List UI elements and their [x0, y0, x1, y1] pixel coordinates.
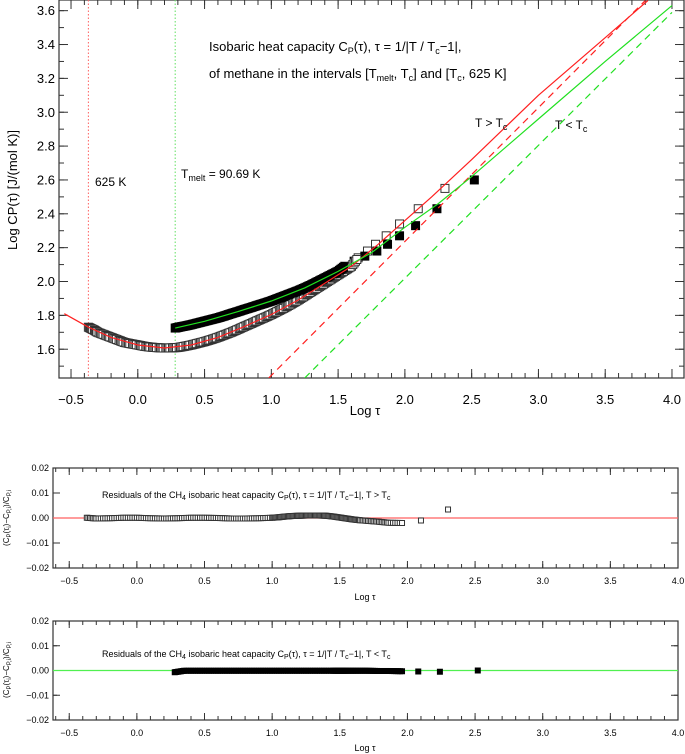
residual-point [415, 668, 422, 675]
x-tick-label: 2.0 [401, 728, 414, 738]
x-tick-label: 2.0 [401, 576, 414, 586]
main-chart: −0.5 0.0 0.5 1.0 1.5 2.0 2.5 3.0 3.5 4.0 1.6 1.8 2.0… [37, 0, 685, 407]
residuals-above-chart: −0.5 0.0 0.5 1.0 1.5 2.0 2.5 3.0 3.5 4.0 −0.02 −0.0… [26, 463, 684, 586]
y-tick-label: 0.01 [31, 641, 49, 651]
residual-below-y-axis-label: (CP(τi)−CP,i)/CP,i [2, 642, 13, 698]
y-tick-label: 0.01 [31, 488, 49, 498]
x-tick-label: −0.5 [58, 392, 84, 407]
y-tick-label: 0.00 [31, 513, 49, 523]
y-tick-label: 3.0 [37, 105, 55, 120]
x-tick-label: −0.5 [60, 728, 78, 738]
data-point-above-tc [381, 231, 391, 241]
x-tick-label: 0.5 [198, 728, 211, 738]
label-625k: 625 K [95, 175, 126, 189]
y-tick-label: 2.4 [37, 206, 55, 221]
x-tick-label: 4.0 [672, 576, 685, 586]
data-point-below-tc [383, 239, 393, 249]
x-tick-label: 0.5 [198, 576, 211, 586]
y-tick-label: 2.2 [37, 240, 55, 255]
data-point-below-tc [411, 221, 421, 231]
data-point-above-tc [395, 219, 405, 229]
fit-curve-above-tc [64, 0, 649, 349]
residual-point [399, 668, 406, 675]
x-tick-label: 0.0 [131, 576, 144, 586]
x-tick-label: 1.0 [266, 576, 279, 586]
x-tick-label: 1.0 [262, 392, 280, 407]
label-below-tc: T < Tc [555, 118, 588, 134]
x-tick-label: 0.0 [131, 728, 144, 738]
x-tick-label: 3.5 [604, 728, 617, 738]
y-tick-label: 0.02 [31, 616, 49, 626]
x-tick-label: 3.0 [536, 728, 549, 738]
y-tick-label: 3.6 [37, 3, 55, 18]
x-tick-label: 2.0 [396, 392, 414, 407]
x-tick-label: −0.5 [60, 576, 78, 586]
y-tick-label: 3.2 [37, 71, 55, 86]
x-tick-label: 0.0 [129, 392, 147, 407]
y-tick-label: 2.8 [37, 139, 55, 154]
y-tick-label: −0.01 [26, 690, 49, 700]
residual-above-y-axis-label: (CP(τi)−CP,i)/CP,i [2, 490, 13, 546]
residual-point [436, 668, 443, 675]
x-tick-label: 2.5 [463, 392, 481, 407]
residual-below-x-axis-label: Log τ [354, 743, 376, 753]
residual-below-title: Residuals of the CH4 isobaric heat capac… [102, 649, 391, 661]
y-tick-label: 1.6 [37, 342, 55, 357]
residual-above-x-axis-label: Log τ [354, 592, 376, 602]
y-tick-label: 0.00 [31, 666, 49, 676]
plot-frame [58, 0, 685, 379]
fit-curve-below-tc [175, 5, 673, 329]
y-tick-label: −0.01 [26, 538, 49, 548]
main-title-line1: Isobaric heat capacity CP(τ), τ = 1/|T /… [209, 39, 462, 56]
x-tick-label: 1.5 [329, 392, 347, 407]
main-x-axis-label: Log τ [350, 403, 381, 418]
residuals-below-chart: −0.5 0.0 0.5 1.0 1.5 2.0 2.5 3.0 3.5 4.0 −0.02 −0.0… [26, 616, 684, 738]
x-tick-label: 1.5 [334, 728, 347, 738]
plot-area [64, 0, 673, 378]
x-tick-label: 2.5 [469, 576, 482, 586]
x-tick-label: 0.5 [196, 392, 214, 407]
x-tick-label: 3.0 [536, 576, 549, 586]
y-tick-label: 2.6 [37, 172, 55, 187]
x-tick-label: 3.5 [604, 576, 617, 586]
label-above-tc: T > Tc [475, 116, 508, 132]
y-tick-label: 0.02 [31, 463, 49, 473]
data-point-below-tc [469, 175, 479, 185]
x-tick-label: 3.0 [529, 392, 547, 407]
x-tick-label: 1.5 [334, 576, 347, 586]
y-tick-label: 2.0 [37, 274, 55, 289]
residual-point [445, 506, 452, 513]
asymptote-below-tc [304, 11, 673, 378]
main-y-axis-label: Log CP(τ) [J/(mol K)] [5, 130, 20, 250]
x-tick-label: 2.5 [469, 728, 482, 738]
y-tick-label: 1.8 [37, 308, 55, 323]
data-point-above-tc [352, 255, 362, 265]
residual-point [399, 520, 406, 526]
x-tick-label: 4.0 [663, 392, 681, 407]
x-tick-label: 3.5 [596, 392, 614, 407]
y-tick-label: −0.02 [26, 563, 49, 573]
residual-point [474, 667, 481, 674]
x-tick-label: 1.0 [266, 728, 279, 738]
residual-point [417, 517, 424, 524]
y-tick-label: 3.4 [37, 37, 55, 52]
x-tick-label: 4.0 [672, 728, 685, 738]
y-tick-label: −0.02 [26, 715, 49, 725]
residual-above-title: Residuals of the CH4 isobaric heat capac… [102, 490, 391, 502]
data-point-above-tc [440, 183, 450, 193]
main-title-line2: of methane in the intervals [Tmelt, Tc] … [209, 66, 507, 83]
label-tmelt: Tmelt = 90.69 K [181, 167, 260, 183]
